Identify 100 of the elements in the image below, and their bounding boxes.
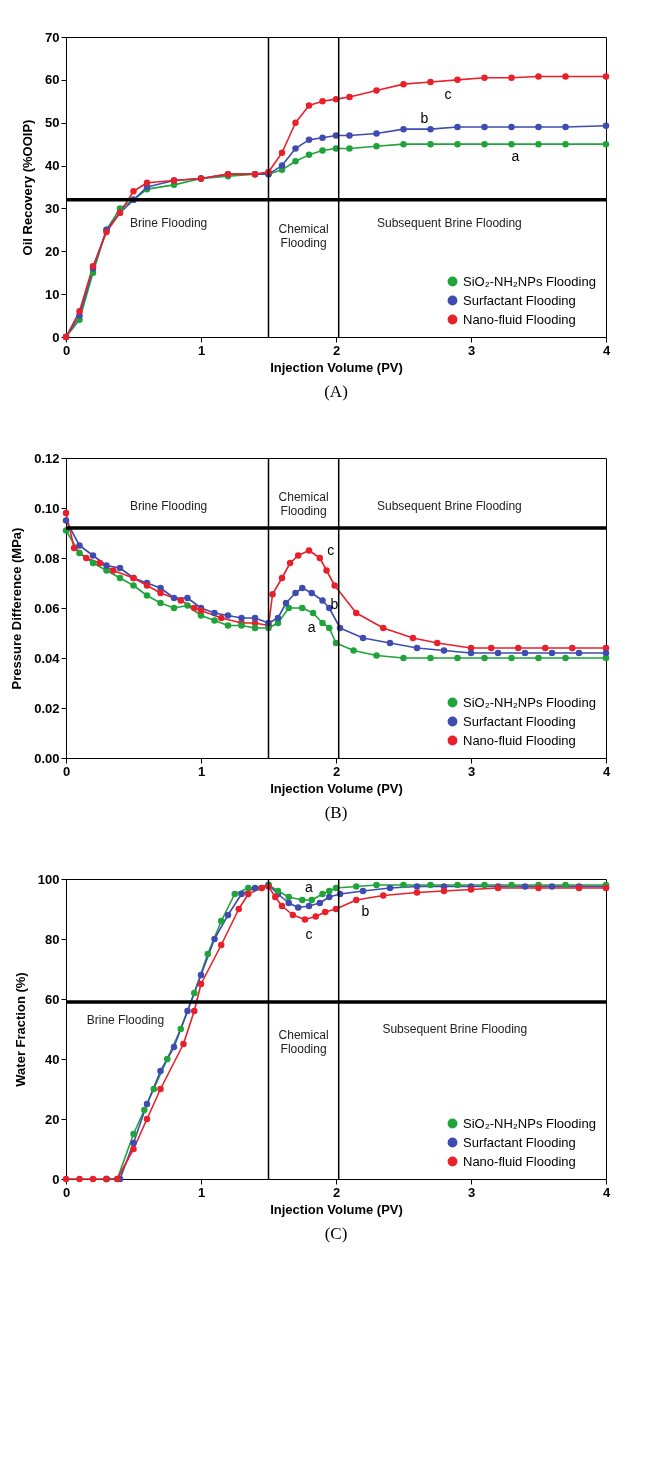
point <box>245 884 252 892</box>
point <box>62 509 70 517</box>
point <box>319 147 326 154</box>
point <box>569 644 576 652</box>
point <box>76 542 83 549</box>
point <box>346 93 353 101</box>
point <box>454 654 461 662</box>
point <box>103 562 110 569</box>
y-tick-label: 40 <box>45 1051 60 1067</box>
point <box>184 1007 191 1015</box>
point <box>427 125 434 133</box>
point <box>308 589 315 597</box>
point <box>130 582 137 589</box>
point <box>353 896 360 904</box>
x-tick-label: 1 <box>197 1184 206 1200</box>
point <box>326 624 333 632</box>
point <box>440 647 448 654</box>
y-tick-label: 60 <box>45 72 60 88</box>
point <box>380 624 387 632</box>
x-tick-label: 1 <box>197 342 206 358</box>
point <box>231 890 238 898</box>
point <box>130 1139 137 1147</box>
point <box>454 123 461 131</box>
point <box>508 74 515 81</box>
point <box>130 188 137 195</box>
point <box>218 941 225 949</box>
point <box>89 559 97 567</box>
point <box>321 908 329 916</box>
point <box>224 622 232 629</box>
point <box>235 905 243 913</box>
point <box>218 614 225 622</box>
point <box>373 87 380 94</box>
point <box>481 140 488 148</box>
point <box>143 592 151 599</box>
point <box>331 582 338 589</box>
point <box>299 896 306 904</box>
y-tick-label: 0.02 <box>34 700 60 716</box>
annotation: c <box>305 925 313 942</box>
point <box>299 584 306 592</box>
point <box>346 145 353 152</box>
x-tick-label: 2 <box>332 342 341 358</box>
point <box>130 1130 137 1138</box>
x-tick-label: 4 <box>602 763 611 779</box>
point <box>83 554 90 562</box>
annotation: c <box>444 86 452 102</box>
point <box>89 1175 97 1183</box>
point <box>319 98 326 105</box>
point <box>269 591 276 598</box>
point <box>294 552 302 559</box>
x-tick-label: 0 <box>62 1184 71 1200</box>
point <box>130 1145 137 1153</box>
annotation: Subsequent Brine Flooding <box>377 499 522 513</box>
point <box>150 1085 157 1093</box>
point <box>386 639 394 647</box>
point <box>454 881 461 889</box>
point <box>359 634 367 642</box>
point <box>70 544 78 552</box>
point <box>309 609 317 617</box>
point <box>316 554 324 562</box>
point <box>602 122 610 129</box>
point <box>542 644 549 652</box>
point <box>409 634 417 642</box>
y-tick-label: 20 <box>45 243 60 259</box>
point <box>332 132 340 139</box>
x-tick-label: 4 <box>602 342 611 358</box>
annotation: Subsequent Brine Flooding <box>382 1022 528 1036</box>
point <box>191 1007 198 1015</box>
point <box>116 564 124 572</box>
point <box>285 899 292 907</box>
y-tick-label: 0.00 <box>34 750 60 766</box>
point <box>319 134 326 141</box>
point <box>400 140 407 148</box>
point <box>316 899 324 907</box>
point <box>440 887 448 895</box>
point <box>157 1085 164 1093</box>
point <box>251 884 259 892</box>
legend-label: SiO₂-NH₂NPs Flooding <box>463 273 596 289</box>
point <box>521 883 529 890</box>
point <box>177 597 184 604</box>
x-tick-label: 1 <box>197 763 206 779</box>
point <box>481 123 488 131</box>
point <box>353 609 360 617</box>
point <box>548 649 556 657</box>
x-tick-label: 3 <box>467 763 476 779</box>
point <box>312 913 319 920</box>
point <box>62 1175 70 1183</box>
point <box>326 893 333 901</box>
point <box>170 604 178 612</box>
point <box>143 179 151 186</box>
point <box>164 1055 171 1063</box>
point <box>177 1025 184 1033</box>
text: (A) <box>324 382 348 401</box>
y-tick-label: 0.08 <box>34 550 60 566</box>
y-axis-title: Water Fraction (%) <box>12 972 28 1087</box>
point <box>386 884 394 892</box>
legend-label: SiO₂-NH₂NPs Flooding <box>463 1115 596 1131</box>
point <box>562 881 569 889</box>
x-tick-label: 3 <box>467 1184 476 1200</box>
point <box>184 594 191 602</box>
point <box>508 140 515 148</box>
